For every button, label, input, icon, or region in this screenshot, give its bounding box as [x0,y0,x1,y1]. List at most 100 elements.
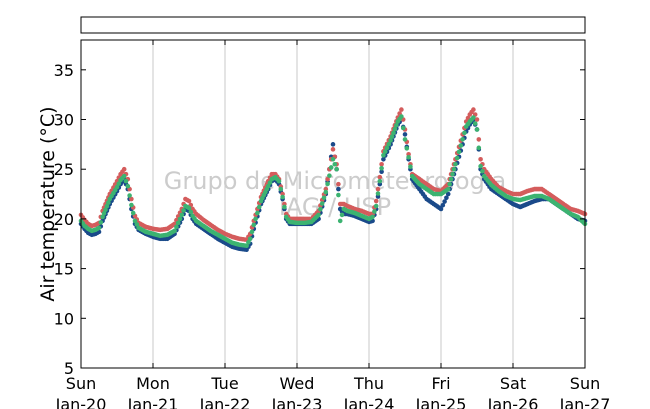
data-point [330,156,336,162]
data-point [336,181,341,187]
data-point [476,145,482,151]
y-tick-label: 25 [54,160,74,179]
data-point [255,210,260,216]
data-point [98,220,104,225]
data-point [379,161,384,167]
data-point [318,206,323,212]
data-point [256,204,262,210]
data-point [381,153,386,158]
data-point [471,107,476,112]
y-tick-label: 15 [54,260,74,279]
data-point [406,154,411,160]
data-point [134,222,140,227]
series-3 [78,114,588,249]
x-tick-label-date: Jan-21 [127,395,179,409]
data-point [106,200,111,205]
data-point [445,186,451,192]
data-point [330,147,336,152]
data-point [246,239,251,245]
data-point [408,164,413,170]
data-point [471,115,476,120]
data-point [399,107,404,112]
data-point [121,166,127,172]
data-point [121,173,127,179]
data-point [438,206,444,212]
data-point [282,204,287,210]
x-tick-label-day: Mon [136,374,170,393]
data-point [377,178,383,184]
data-point [391,130,396,136]
data-point [389,134,395,139]
data-point [177,216,183,222]
y-tick-label: 30 [54,111,74,130]
data-point [476,137,482,142]
data-point [330,142,336,147]
data-point [379,169,384,174]
data-point [478,163,483,169]
y-tick-label: 35 [54,61,74,80]
x-tick-label-date: Jan-23 [271,395,323,409]
data-point [400,125,406,131]
data-point [332,161,338,167]
data-point [399,114,404,119]
data-point [267,180,273,185]
y-tick-label: 10 [54,309,74,328]
data-point [244,243,249,249]
data-point [181,208,186,213]
x-tick-label-day: Thu [353,374,384,393]
data-point [251,222,257,228]
data-point [460,137,465,142]
x-tick-label-day: Tue [210,374,238,393]
data-point [454,155,460,161]
data-point [325,176,330,182]
data-point [388,138,393,143]
data-point [465,115,471,121]
data-point [386,141,392,147]
data-point [450,171,455,177]
data-point [451,166,457,172]
data-point [319,201,325,206]
y-tick-label: 20 [54,210,74,229]
data-point [375,186,381,192]
data-point [336,186,341,192]
data-point [336,192,341,198]
data-point [175,220,181,226]
data-point [337,218,343,224]
plot-area-frame [80,39,586,369]
data-point [186,205,192,211]
data-point [101,211,107,216]
data-point [174,224,179,230]
data-point [444,195,449,201]
data-point [339,212,345,218]
data-point [316,212,321,218]
data-point [125,183,131,189]
data-point [384,145,390,151]
x-tick-label-date: Jan-27 [559,395,611,409]
data-point [253,216,258,222]
data-point [440,202,446,208]
data-point [480,168,485,174]
data-point [278,186,284,192]
y-axis: 5 10 15 20 25 30 35 [54,61,585,378]
x-tick-label-date: Jan-20 [55,395,107,409]
data-point [276,178,282,184]
data-point [458,143,464,148]
x-tick-label-day: Sun [570,374,600,393]
data-point [382,149,388,154]
data-point [132,218,138,224]
data-point [188,209,194,215]
data-point [474,127,480,132]
data-point [116,181,122,186]
data-point [328,165,334,170]
data-point [323,189,329,195]
y-axis-title: Air temperature (°C) [37,106,59,301]
data-point [129,202,134,208]
data-point [392,126,398,132]
data-point [129,196,134,202]
data-point [100,214,105,220]
data-point [130,210,136,216]
x-tick-label-date: Jan-25 [415,395,467,409]
data-point [96,225,102,231]
data-point [453,161,458,167]
data-point [249,229,255,235]
